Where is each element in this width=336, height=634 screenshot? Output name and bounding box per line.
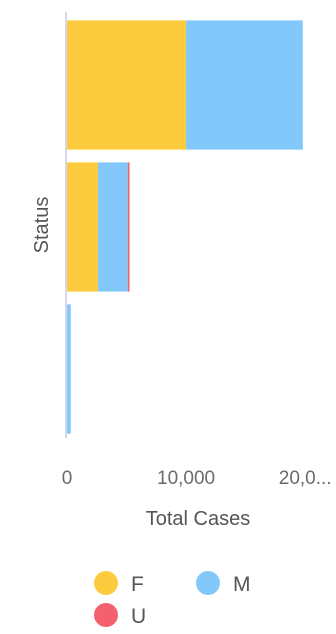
bar-m-category-1[interactable] <box>186 20 303 150</box>
legend: F M U <box>94 571 251 628</box>
legend-label-u[interactable]: U <box>131 605 146 628</box>
legend-label-m[interactable]: M <box>233 573 251 596</box>
bar-m-category-2[interactable] <box>97 162 128 292</box>
bar-f-category-2[interactable] <box>67 162 98 292</box>
legend-swatch-f[interactable] <box>94 571 118 595</box>
legend-swatch-u[interactable] <box>94 603 118 627</box>
legend-swatch-m[interactable] <box>196 571 220 595</box>
x-axis-ticks: 0 10,000 20,0... <box>62 468 332 489</box>
x-tick-label: 20,0... <box>279 468 332 489</box>
y-axis-title: Status <box>31 197 53 254</box>
bar-m-category-3[interactable] <box>67 304 71 434</box>
bars-group <box>67 20 303 434</box>
x-axis-title: Total Cases <box>146 508 251 530</box>
bar-f-category-1[interactable] <box>67 20 187 150</box>
x-tick-label: 10,000 <box>157 468 215 489</box>
legend-label-f[interactable]: F <box>131 573 144 596</box>
x-tick-label: 0 <box>62 468 73 489</box>
bar-u-category-2[interactable] <box>127 162 130 292</box>
